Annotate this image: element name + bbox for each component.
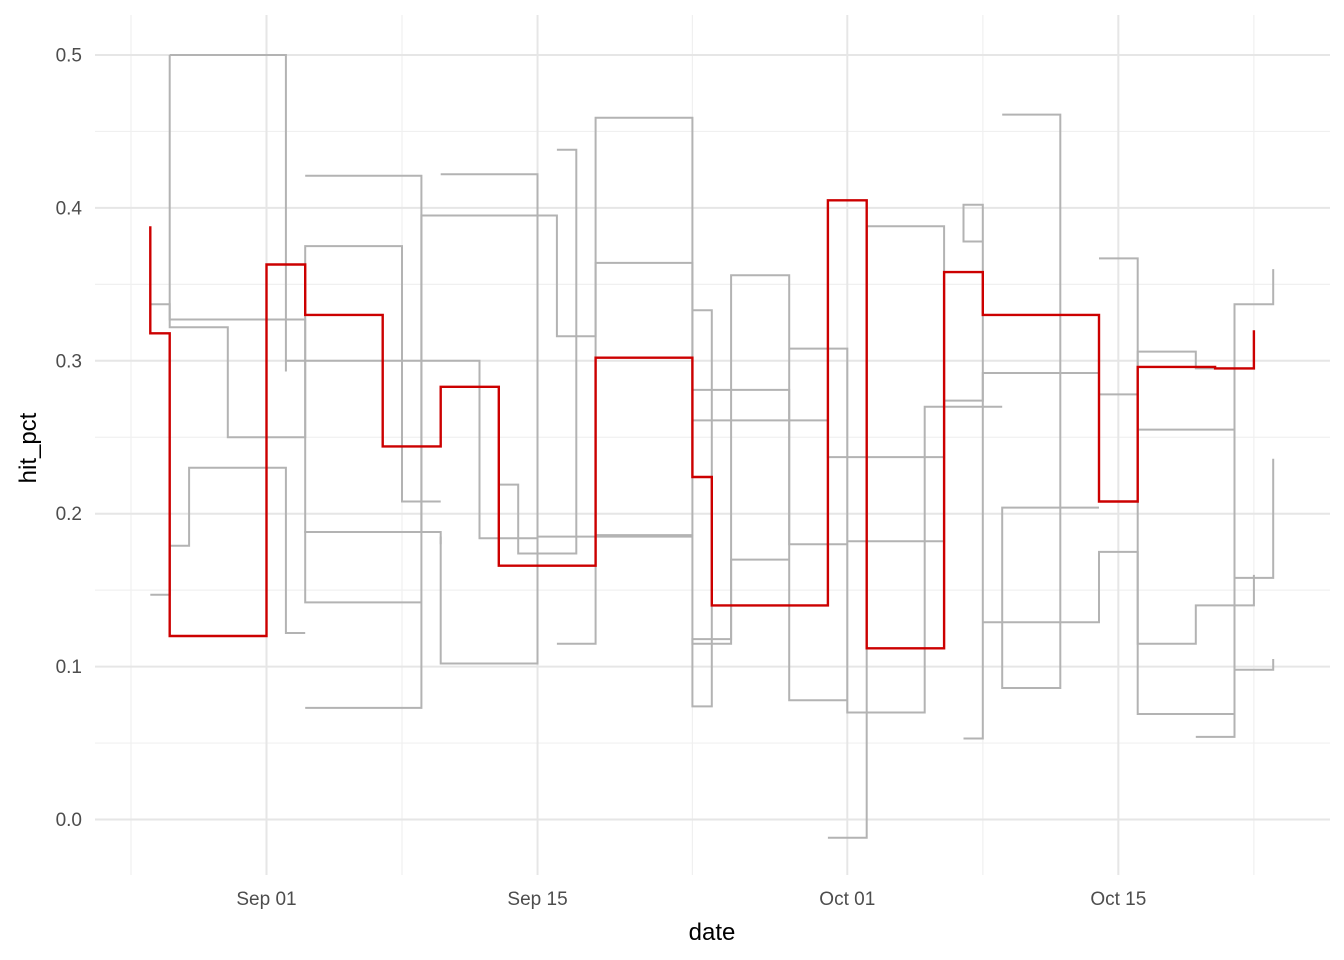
background-step-line <box>691 274 848 708</box>
background-step-line <box>169 54 790 645</box>
background-step-line <box>304 174 423 604</box>
background-step-line <box>827 225 946 839</box>
background-step-line <box>1137 428 1275 671</box>
x-tick-label: Oct 15 <box>1090 889 1146 910</box>
background-step-line <box>498 148 578 555</box>
x-axis-tick-labels: Sep 01 Sep 15 Oct 01 Oct 15 <box>236 889 1146 910</box>
background-step-line <box>1001 113 1099 689</box>
x-tick-label: Sep 01 <box>236 889 296 910</box>
background-step-line <box>982 550 1255 645</box>
highlighted-series-line <box>149 199 1256 650</box>
highlighted-step-line <box>149 199 1256 650</box>
background-step-line <box>962 203 984 740</box>
y-tick-label: 0.3 <box>56 351 82 372</box>
y-tick-label: 0.5 <box>56 46 82 67</box>
x-tick-label: Sep 15 <box>507 889 567 910</box>
x-axis-title: date <box>689 919 736 946</box>
background-step-line <box>692 350 1254 459</box>
background-step-line <box>789 347 1003 714</box>
background-step-line <box>1099 257 1275 715</box>
y-tick-label: 0.4 <box>56 198 83 219</box>
background-step-line <box>439 173 539 665</box>
background-step-line <box>1195 458 1275 738</box>
x-tick-label: Oct 01 <box>819 889 875 910</box>
y-axis-title: hit_pct <box>15 412 42 483</box>
y-tick-label: 0.0 <box>56 810 82 831</box>
background-step-line <box>150 466 306 634</box>
background-series-lines <box>150 54 1275 839</box>
y-tick-label: 0.1 <box>56 657 82 678</box>
background-step-line <box>556 261 848 702</box>
y-axis-tick-labels: 0.0 0.1 0.2 0.3 0.4 0.5 <box>56 46 83 832</box>
y-tick-label: 0.2 <box>56 504 82 525</box>
